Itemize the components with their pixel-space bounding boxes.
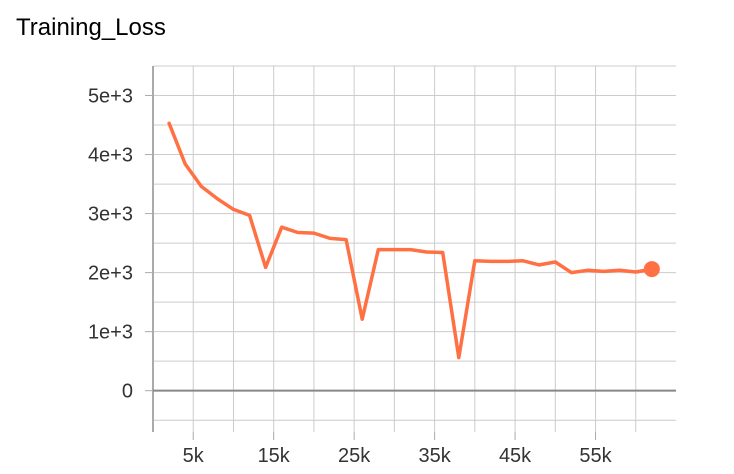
y-tick-labels: 0 1e+3 2e+3 3e+3 4e+3 5e+3	[88, 86, 133, 403]
x-tick-label: 5k	[183, 445, 205, 467]
series-last-point	[643, 261, 660, 278]
x-tick-label: 45k	[499, 445, 532, 467]
grid-lines	[153, 65, 676, 432]
x-tick-labels: 5k 15k 25k 35k 45k 55k	[183, 445, 613, 467]
y-tick-label: 1e+3	[88, 322, 133, 344]
y-tick-label: 0	[122, 381, 133, 403]
axes	[145, 66, 676, 440]
x-tick-label: 15k	[258, 445, 291, 467]
series-layer	[167, 121, 660, 360]
x-tick-label: 55k	[579, 445, 612, 467]
x-tick-label: 35k	[418, 445, 451, 467]
series-line	[167, 121, 654, 360]
y-tick-label: 2e+3	[88, 263, 133, 285]
y-tick-label: 5e+3	[88, 86, 133, 108]
y-tick-label: 4e+3	[88, 145, 133, 167]
x-tick-label: 25k	[338, 445, 371, 467]
y-tick-label: 3e+3	[88, 204, 133, 226]
chart-title: Training_Loss	[16, 14, 166, 41]
